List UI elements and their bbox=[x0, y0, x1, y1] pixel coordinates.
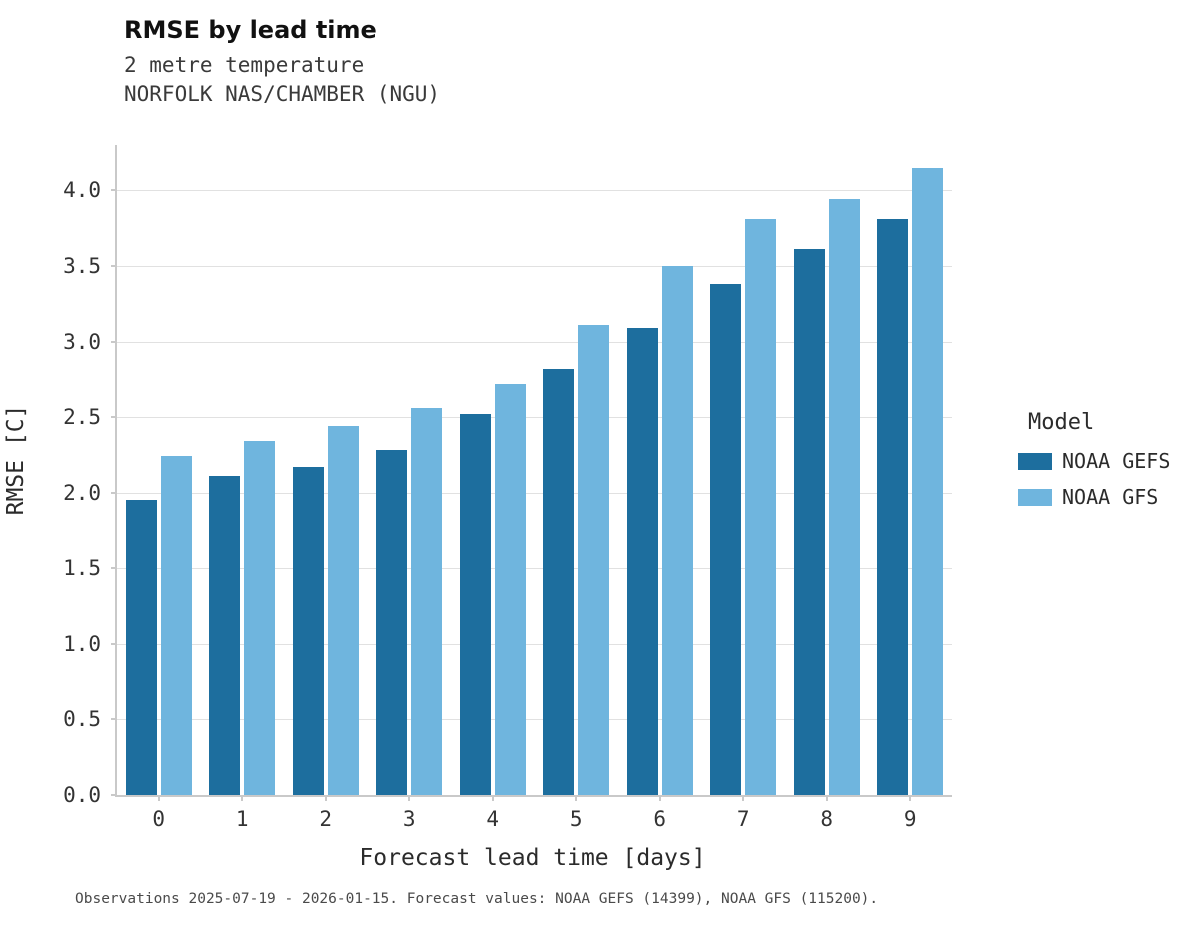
x-tick-label: 4 bbox=[486, 807, 500, 831]
y-gridline bbox=[117, 568, 952, 570]
legend-item-noaa-gefs: NOAA GEFS bbox=[1018, 449, 1170, 473]
legend-item-noaa-gfs: NOAA GFS bbox=[1018, 485, 1170, 509]
y-tick-label: 0.5 bbox=[63, 707, 101, 732]
bar-noaa-gefs-lead-0 bbox=[125, 500, 157, 795]
legend-label: NOAA GEFS bbox=[1062, 449, 1171, 473]
bar-noaa-gefs-lead-2 bbox=[292, 466, 324, 795]
x-tick-mark bbox=[825, 795, 828, 801]
bar-noaa-gfs-lead-5 bbox=[578, 324, 610, 795]
x-tick-mark bbox=[408, 795, 411, 801]
y-gridline bbox=[117, 417, 952, 419]
x-tick-label: 5 bbox=[569, 807, 583, 831]
bar-noaa-gfs-lead-8 bbox=[828, 199, 860, 795]
y-tick-mark bbox=[111, 189, 117, 192]
bar-noaa-gefs-lead-4 bbox=[459, 414, 491, 795]
x-tick-mark bbox=[575, 795, 578, 801]
y-tick-label: 2.5 bbox=[63, 405, 101, 430]
x-tick-label: 9 bbox=[903, 807, 917, 831]
legend-label: NOAA GFS bbox=[1062, 485, 1159, 509]
y-axis-label: RMSE [C] bbox=[3, 404, 29, 516]
y-tick-label: 3.0 bbox=[63, 329, 101, 354]
y-tick-label: 1.5 bbox=[63, 556, 101, 581]
bar-noaa-gefs-lead-6 bbox=[626, 327, 658, 795]
y-gridline bbox=[117, 492, 952, 494]
y-tick-mark bbox=[111, 264, 117, 267]
bar-noaa-gefs-lead-1 bbox=[209, 476, 241, 795]
bar-noaa-gfs-lead-6 bbox=[661, 265, 693, 795]
bar-noaa-gefs-lead-8 bbox=[793, 249, 825, 795]
x-tick-mark bbox=[241, 795, 244, 801]
x-tick-label: 1 bbox=[235, 807, 249, 831]
bar-noaa-gfs-lead-9 bbox=[912, 167, 944, 795]
x-tick-label: 8 bbox=[820, 807, 834, 831]
y-tick-label: 3.5 bbox=[63, 253, 101, 278]
bar-noaa-gefs-lead-5 bbox=[543, 368, 575, 795]
x-tick-label: 6 bbox=[653, 807, 667, 831]
x-tick-mark bbox=[909, 795, 912, 801]
bar-noaa-gfs-lead-7 bbox=[745, 219, 777, 795]
y-tick-mark bbox=[111, 794, 117, 796]
bar-noaa-gfs-lead-2 bbox=[327, 426, 359, 795]
y-tick-label: 4.0 bbox=[63, 178, 101, 203]
x-tick-label: 0 bbox=[152, 807, 166, 831]
legend: Model NOAA GEFS NOAA GFS bbox=[1018, 410, 1170, 521]
y-gridline bbox=[117, 719, 952, 721]
bar-noaa-gfs-lead-1 bbox=[244, 441, 276, 795]
x-tick-mark bbox=[742, 795, 745, 801]
x-tick-mark bbox=[491, 795, 494, 801]
y-tick-mark bbox=[111, 416, 117, 419]
y-tick-label: 0.0 bbox=[63, 783, 101, 807]
bar-noaa-gefs-lead-3 bbox=[376, 450, 408, 795]
chart-subtitle-station: NORFOLK NAS/CHAMBER (NGU) bbox=[124, 82, 441, 106]
y-tick-mark bbox=[111, 567, 117, 570]
plot-area: 0.0 0.5 1.0 1.5 2.0 2.5 3.0 3.5 4.0 0 1 2 3 4 5 6 7 8 9 bbox=[63, 145, 952, 831]
y-gridline bbox=[117, 341, 952, 343]
x-tick-mark bbox=[324, 795, 327, 801]
x-tick-label: 3 bbox=[402, 807, 416, 831]
y-gridline bbox=[117, 190, 952, 192]
y-tick-label: 2.0 bbox=[63, 480, 101, 505]
footnote: Observations 2025-07-19 - 2026-01-15. Fo… bbox=[75, 891, 879, 907]
bar-noaa-gefs-lead-7 bbox=[710, 284, 742, 795]
legend-swatch bbox=[1018, 488, 1052, 506]
chart-title: RMSE by lead time bbox=[124, 16, 377, 44]
y-tick-label: 1.0 bbox=[63, 631, 101, 656]
chart-subtitle-variable: 2 metre temperature bbox=[124, 53, 365, 77]
x-tick-label: 7 bbox=[736, 807, 750, 831]
y-gridline bbox=[117, 643, 952, 645]
y-tick-mark bbox=[111, 340, 117, 343]
y-tick-mark bbox=[111, 718, 117, 721]
y-gridline bbox=[117, 265, 952, 267]
x-tick-mark bbox=[157, 795, 160, 801]
legend-title: Model bbox=[1028, 410, 1095, 435]
legend-swatch bbox=[1018, 452, 1052, 470]
bar-noaa-gfs-lead-4 bbox=[494, 383, 526, 795]
x-tick-label: 2 bbox=[319, 807, 333, 831]
y-tick-mark bbox=[111, 491, 117, 494]
bar-noaa-gefs-lead-9 bbox=[877, 219, 909, 795]
x-axis-label: Forecast lead time [days] bbox=[359, 845, 706, 871]
bar-noaa-gfs-lead-3 bbox=[411, 408, 443, 795]
y-tick-mark bbox=[111, 642, 117, 645]
bar-noaa-gfs-lead-0 bbox=[160, 456, 192, 795]
x-tick-mark bbox=[658, 795, 661, 801]
